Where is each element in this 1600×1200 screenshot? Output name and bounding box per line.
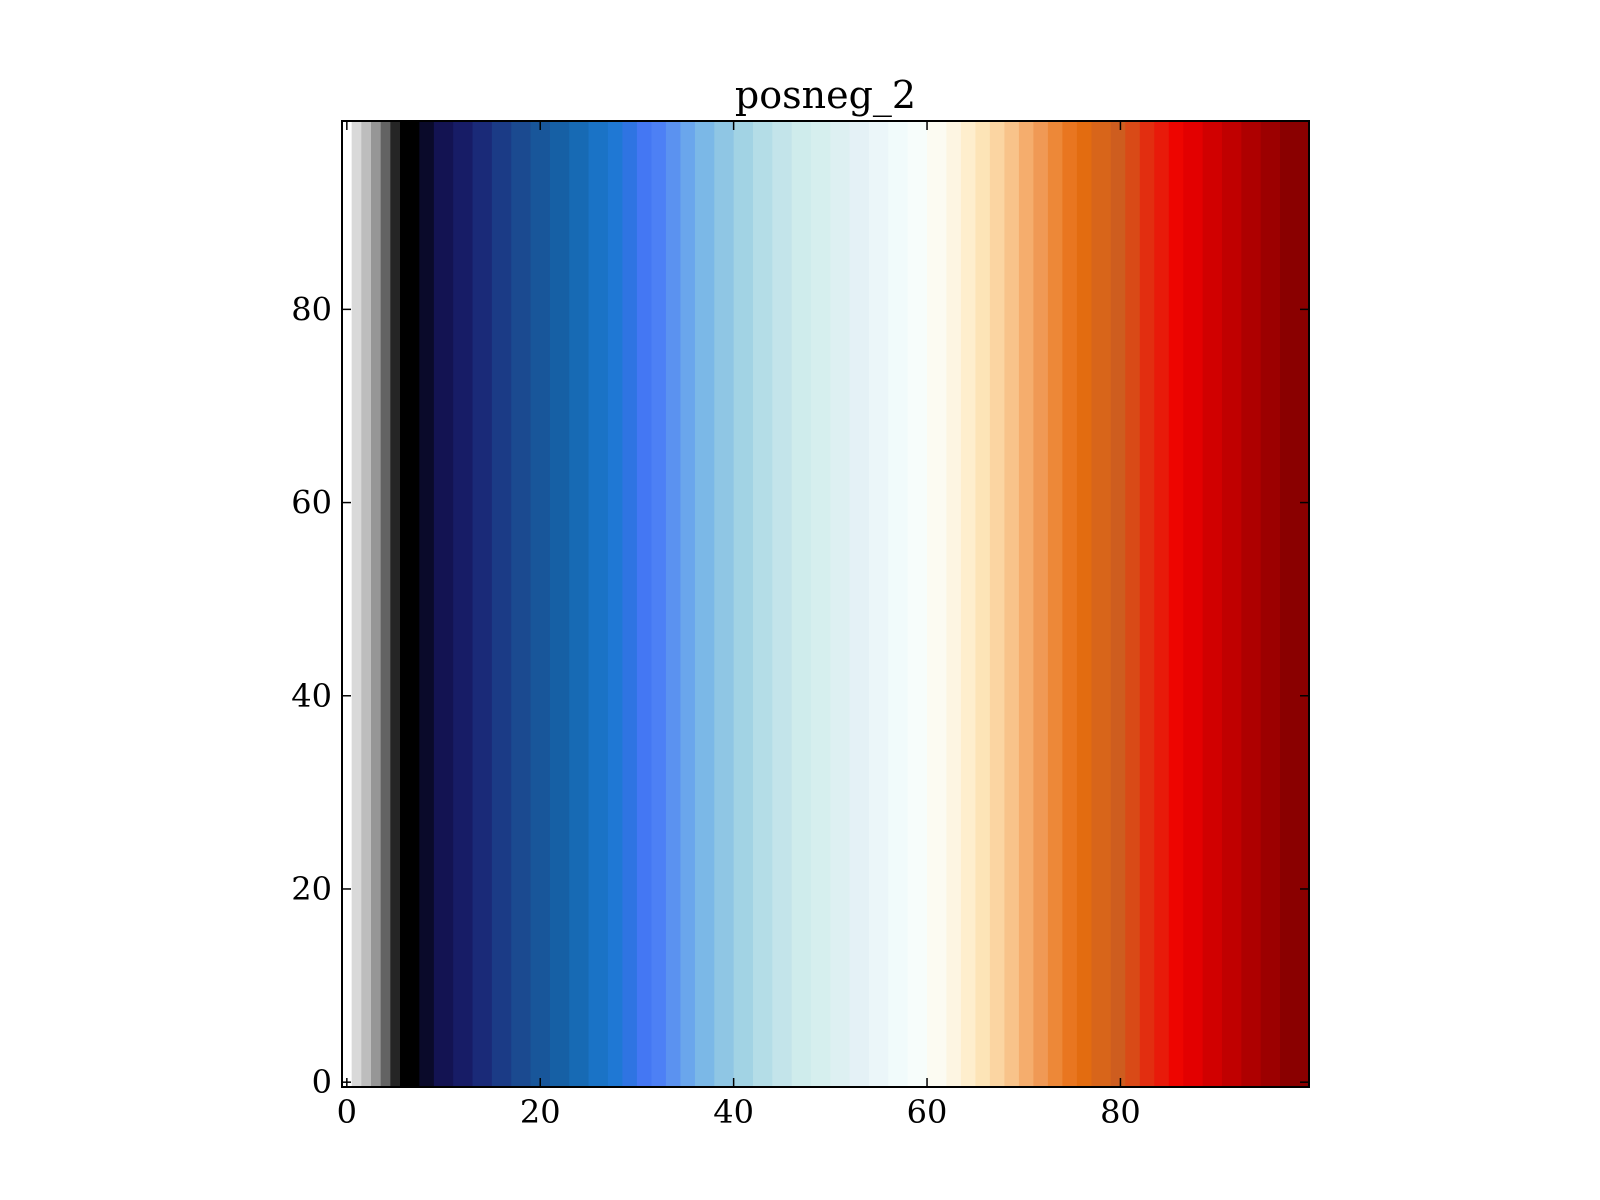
heatmap-column-band — [588, 121, 609, 1087]
heatmap-column-band — [390, 121, 401, 1087]
heatmap-column-band — [1241, 121, 1262, 1087]
x-tick-label: 0 — [337, 1093, 357, 1131]
heatmap-column-band — [651, 121, 667, 1087]
heatmap-column-band — [714, 121, 735, 1087]
heatmap-column-band — [351, 121, 362, 1087]
heatmap-column-band — [694, 121, 715, 1087]
heatmap-column-band — [733, 121, 754, 1087]
heatmap-column-band — [1221, 121, 1242, 1087]
x-tick-label: 80 — [1100, 1093, 1141, 1131]
heatmap-column-band — [849, 121, 870, 1087]
x-tick-label: 20 — [520, 1093, 561, 1131]
chart-title: posneg_2 — [735, 73, 916, 118]
heatmap-column-band — [622, 121, 638, 1087]
heatmap-column-band — [1279, 121, 1310, 1087]
heatmap-column-band — [1202, 121, 1223, 1087]
heatmap-column-band — [772, 121, 793, 1087]
heatmap-column-band — [989, 121, 1005, 1087]
heatmap-column-band — [400, 121, 420, 1087]
axes-frame — [341, 120, 1310, 1088]
heatmap-column-band — [1110, 121, 1126, 1087]
heatmap-column-band — [665, 121, 682, 1087]
heatmap-column-band — [1091, 121, 1112, 1087]
heatmap-column-band — [636, 121, 653, 1087]
heatmap-column-band — [1168, 121, 1184, 1087]
heatmap-column-band — [472, 121, 493, 1087]
heatmap-column-band — [1183, 121, 1204, 1087]
heatmap-column-band — [419, 121, 435, 1087]
heatmap-column-band — [869, 121, 889, 1087]
heatmap-column-band — [960, 121, 976, 1087]
heatmap-column-band — [607, 121, 624, 1087]
x-tick-label: 60 — [907, 1093, 948, 1131]
heatmap-column-band — [453, 121, 474, 1087]
axis-tick-labels: 0 20 40 60 80 0 20 40 60 80 — [291, 290, 1141, 1131]
heatmap-column-band — [433, 121, 454, 1087]
heatmap-column-band — [1125, 121, 1141, 1087]
heatmap-column-band — [1047, 121, 1064, 1087]
heatmap-column-band — [569, 121, 590, 1087]
heatmap-column-band — [380, 121, 391, 1087]
heatmap-column-band — [1062, 121, 1078, 1087]
y-tick-label: 60 — [291, 484, 332, 522]
axis-ticks — [342, 121, 1309, 1087]
heatmap-column-band — [361, 121, 372, 1087]
heatmap-column-band — [530, 121, 551, 1087]
y-tick-label: 20 — [291, 870, 332, 908]
heatmap-column-band — [752, 121, 773, 1087]
heatmap-column-band — [946, 121, 962, 1087]
heatmap-column-band — [680, 121, 696, 1087]
heatmap-column-band — [1018, 121, 1034, 1087]
heatmap-column-band — [811, 121, 831, 1087]
heatmap-column-band — [1076, 121, 1093, 1087]
heatmap-column-band — [975, 121, 991, 1087]
heatmap-column-band — [511, 121, 532, 1087]
heatmap-image — [342, 121, 1310, 1087]
heatmap-column-band — [927, 121, 947, 1087]
y-tick-label: 80 — [291, 290, 332, 328]
heatmap-column-band — [907, 121, 928, 1087]
heatmap-column-band — [1033, 121, 1049, 1087]
heatmap-column-band — [371, 121, 382, 1087]
heatmap-column-band — [791, 121, 812, 1087]
y-tick-label: 40 — [291, 677, 332, 715]
heatmap-column-band — [1260, 121, 1281, 1087]
heatmap-column-band — [491, 121, 512, 1087]
heatmap-column-band — [1139, 121, 1155, 1087]
heatmap-column-band — [1154, 121, 1170, 1087]
heatmap-column-band — [888, 121, 909, 1087]
heatmap-column-band — [1004, 121, 1020, 1087]
heatmap-column-band — [549, 121, 570, 1087]
heatmap-column-band — [830, 121, 851, 1087]
x-tick-label: 40 — [713, 1093, 754, 1131]
heatmap-column-band — [342, 121, 353, 1087]
y-tick-label: 0 — [312, 1063, 332, 1101]
